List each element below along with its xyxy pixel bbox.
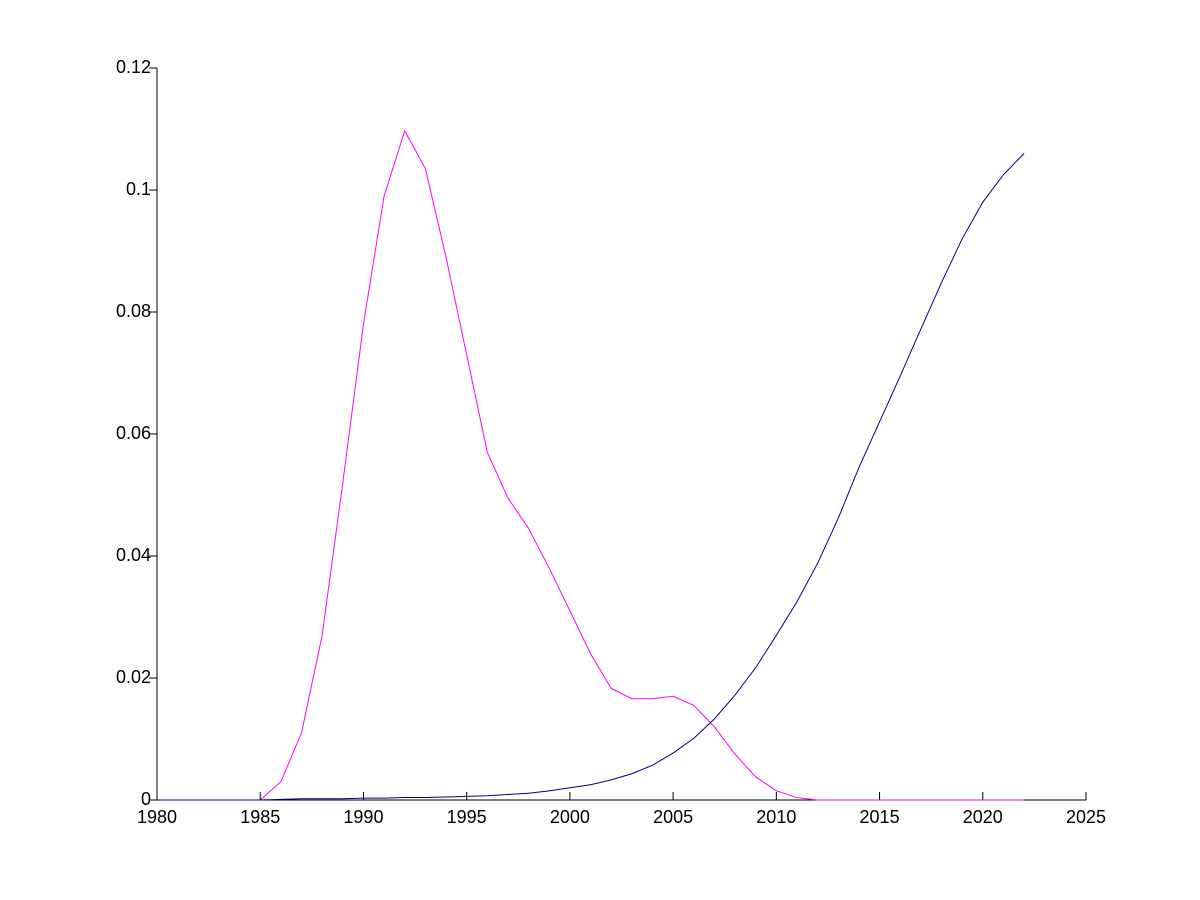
x-tick-label: 2025 bbox=[1066, 807, 1106, 827]
x-tick-label: 2005 bbox=[653, 807, 693, 827]
x-tick-label: 1990 bbox=[343, 807, 383, 827]
x-tick-label: 2010 bbox=[756, 807, 796, 827]
y-tick-label: 0.02 bbox=[116, 667, 151, 687]
y-tick-label: 0.04 bbox=[116, 545, 151, 565]
x-tick-label: 2015 bbox=[860, 807, 900, 827]
line bbox=[157, 153, 1025, 801]
y-tick-label: 0.06 bbox=[116, 423, 151, 443]
x-tick-label: 1985 bbox=[240, 807, 280, 827]
line bbox=[157, 129, 1025, 801]
x-tick-label: 2000 bbox=[550, 807, 590, 827]
x-tick-label: 1980 bbox=[137, 807, 177, 827]
y-tick-label: 0.1 bbox=[126, 179, 151, 199]
y-tick-label: 0.12 bbox=[116, 57, 151, 77]
x-tick-label: 2020 bbox=[963, 807, 1003, 827]
y-tick-label: 0 bbox=[141, 789, 151, 809]
y-tick-label: 0.08 bbox=[116, 301, 151, 321]
x-tick-label: 1995 bbox=[447, 807, 487, 827]
